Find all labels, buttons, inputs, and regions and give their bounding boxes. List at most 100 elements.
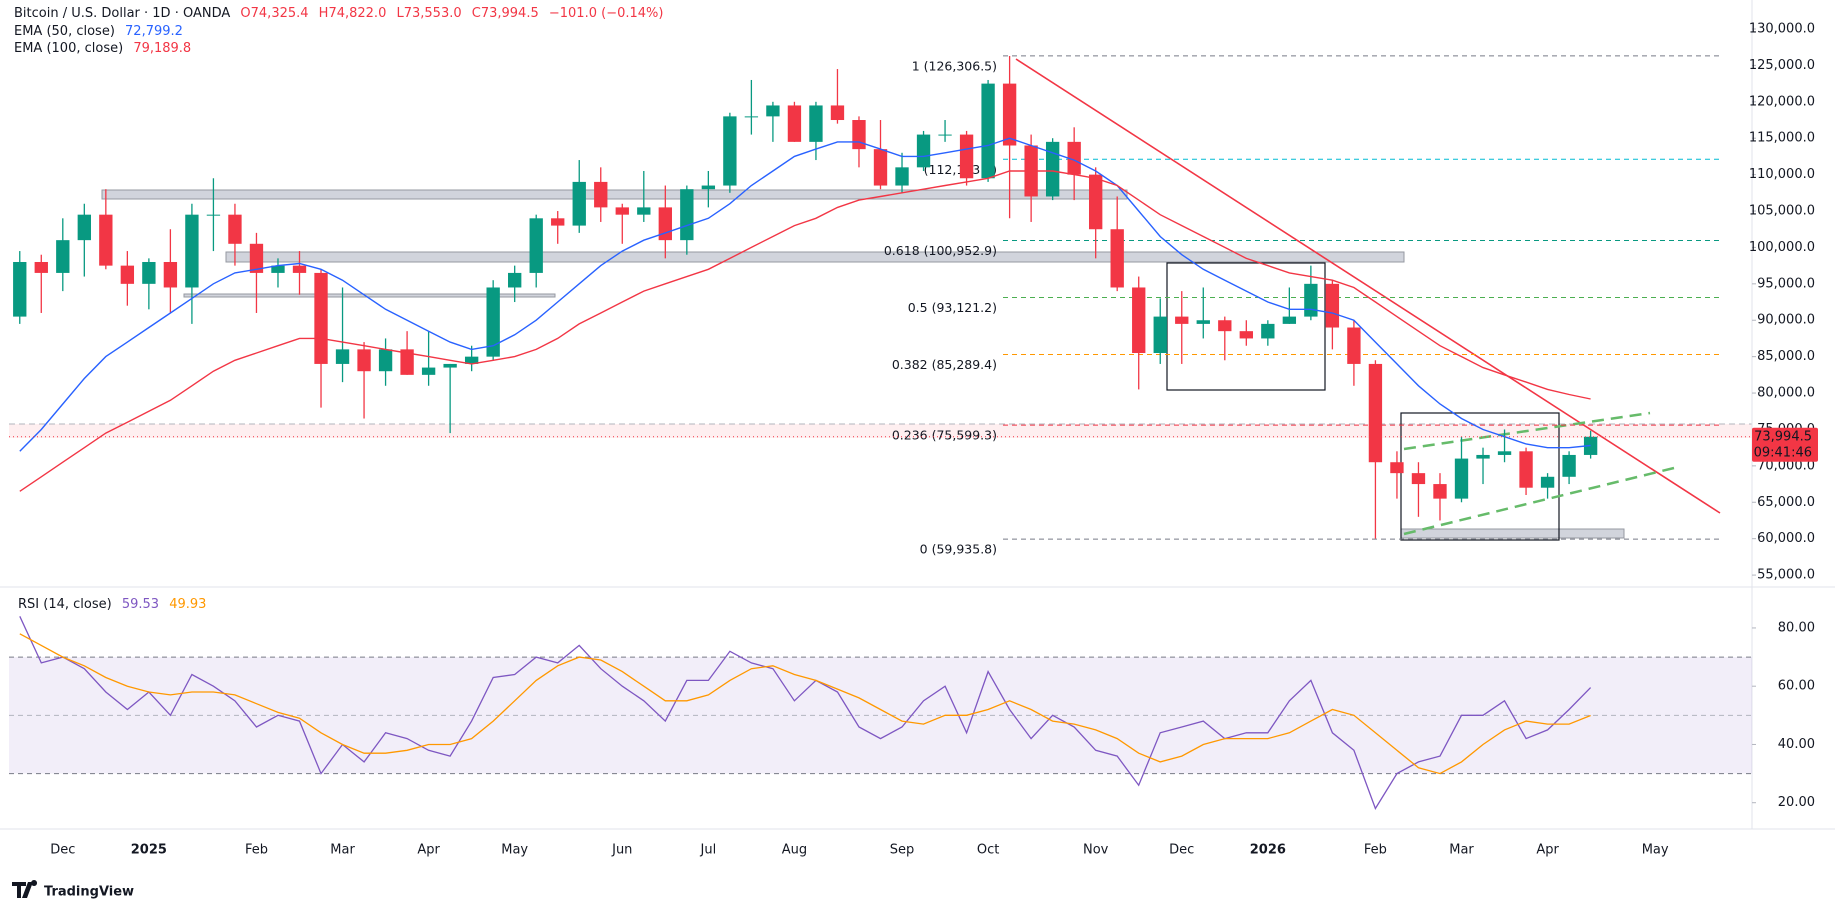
candle-body bbox=[13, 261, 27, 317]
candle-body bbox=[486, 287, 500, 357]
candle-body bbox=[314, 272, 328, 364]
candle-body bbox=[1261, 323, 1275, 339]
candle-body bbox=[637, 207, 651, 215]
x-tick-label: Apr bbox=[417, 843, 440, 858]
y-tick-label: 65,000.0 bbox=[1757, 495, 1815, 510]
zone bbox=[225, 251, 1405, 263]
x-tick-label: Feb bbox=[245, 843, 268, 858]
candle-body bbox=[142, 261, 156, 284]
candle-body bbox=[680, 189, 694, 241]
fib-label: 0.618 (100,952.9) bbox=[884, 243, 997, 258]
candle-body bbox=[99, 214, 113, 266]
change: −101.0 (−0.14%) bbox=[549, 6, 664, 21]
ohlc-low: L73,553.0 bbox=[396, 6, 461, 21]
range-box bbox=[1400, 412, 1560, 541]
trend-line bbox=[1015, 58, 1721, 514]
candle-body bbox=[744, 116, 759, 118]
candle-body bbox=[1476, 454, 1490, 459]
channel-line bbox=[1403, 466, 1675, 536]
candle-body bbox=[701, 185, 716, 190]
y-tick-label: 20.00 bbox=[1778, 795, 1815, 810]
candle-body bbox=[572, 181, 586, 226]
x-tick-label: Aug bbox=[782, 843, 807, 858]
y-tick-label: 60.00 bbox=[1778, 679, 1815, 694]
candle-body bbox=[787, 105, 802, 142]
ohlc-close: C73,994.5 bbox=[472, 6, 539, 21]
zone bbox=[183, 293, 556, 298]
y-tick-label: 85,000.0 bbox=[1757, 349, 1815, 364]
candle-body bbox=[378, 349, 393, 372]
candle-body bbox=[1325, 283, 1340, 328]
candle-body bbox=[249, 243, 264, 273]
candle-body bbox=[594, 181, 608, 208]
candle-body bbox=[400, 349, 414, 375]
candle-body bbox=[551, 218, 565, 226]
y-tick-label: 105,000.0 bbox=[1749, 204, 1815, 219]
candle-body bbox=[1196, 320, 1210, 324]
brand-name: TradingView bbox=[44, 885, 134, 900]
fib-label: 0 (59,935.8) bbox=[920, 542, 997, 557]
candle-body bbox=[1390, 462, 1404, 474]
candle-body bbox=[529, 218, 543, 273]
y-tick-label: 95,000.0 bbox=[1757, 276, 1815, 291]
candle-body bbox=[1304, 283, 1318, 317]
y-tick-label: 120,000.0 bbox=[1749, 94, 1815, 109]
candle-body bbox=[206, 214, 221, 216]
y-tick-label: 80,000.0 bbox=[1757, 386, 1815, 401]
symbol-title: Bitcoin / U.S. Dollar · 1D · OANDA bbox=[14, 6, 230, 21]
x-tick-label: Feb bbox=[1364, 843, 1387, 858]
candle-body bbox=[852, 120, 866, 150]
candle-body bbox=[464, 356, 479, 364]
legend-name: EMA (100, close) bbox=[14, 41, 123, 56]
legend-value: 79,189.8 bbox=[133, 41, 191, 56]
y-tick-label: 70,000.0 bbox=[1757, 458, 1815, 473]
x-tick-label: 2025 bbox=[131, 843, 167, 858]
candle-body bbox=[830, 105, 845, 121]
candle-body bbox=[658, 207, 672, 241]
y-tick-label: 60,000.0 bbox=[1757, 531, 1815, 546]
y-tick-label: 115,000.0 bbox=[1749, 131, 1815, 146]
candle-body bbox=[873, 149, 888, 186]
candle-body bbox=[1454, 458, 1469, 499]
zone bbox=[101, 189, 1128, 200]
x-tick-label: Jul bbox=[700, 843, 717, 858]
legend-entry: EMA (50, close) 72,799.2 bbox=[14, 24, 183, 39]
candle-body bbox=[292, 265, 307, 273]
fib-label: 0.5 (93,121.2) bbox=[908, 300, 997, 315]
candle-body bbox=[895, 167, 909, 186]
last-price-label: 73,994.5 bbox=[1754, 429, 1812, 444]
x-tick-label: Mar bbox=[330, 843, 355, 858]
rsi-legend: RSI (14, close) 59.53 49.93 bbox=[18, 597, 206, 612]
countdown: 09:41:46 bbox=[1754, 445, 1812, 460]
y-tick-label: 80.00 bbox=[1778, 620, 1815, 635]
candle-body bbox=[809, 105, 823, 142]
x-tick-label: Jun bbox=[611, 843, 632, 858]
legend-entry: EMA (100, close) 79,189.8 bbox=[14, 41, 191, 56]
rsi-line bbox=[19, 616, 1592, 810]
candle-body bbox=[1433, 484, 1447, 499]
candle-body bbox=[1519, 451, 1533, 488]
rsi-title: RSI (14, close) bbox=[18, 597, 112, 612]
candle-body bbox=[1132, 287, 1146, 354]
candle-body bbox=[335, 349, 350, 364]
drawings bbox=[9, 58, 1752, 541]
fib-label: 0.236 (75,599.3) bbox=[892, 428, 997, 443]
channel-line bbox=[1403, 411, 1651, 451]
legend-header: Bitcoin / U.S. Dollar · 1D · OANDA O74,3… bbox=[14, 6, 663, 21]
candle-body bbox=[1218, 320, 1232, 332]
candle-body bbox=[959, 134, 974, 179]
candle-body bbox=[1089, 174, 1103, 230]
candle-body bbox=[1497, 451, 1512, 455]
candle-body bbox=[228, 214, 242, 244]
candle-body bbox=[1067, 141, 1081, 175]
y-tick-label: 125,000.0 bbox=[1749, 58, 1815, 73]
y-tick-label: 40.00 bbox=[1778, 737, 1815, 752]
y-tick-label: 90,000.0 bbox=[1757, 313, 1815, 328]
candle-body bbox=[981, 83, 995, 179]
fib-label: 1 (126,306.5) bbox=[912, 58, 997, 73]
candle-body bbox=[1153, 316, 1167, 354]
candle-body bbox=[443, 363, 457, 368]
candle-body bbox=[56, 240, 70, 273]
candle-body bbox=[120, 265, 135, 284]
candle-body bbox=[508, 272, 522, 288]
